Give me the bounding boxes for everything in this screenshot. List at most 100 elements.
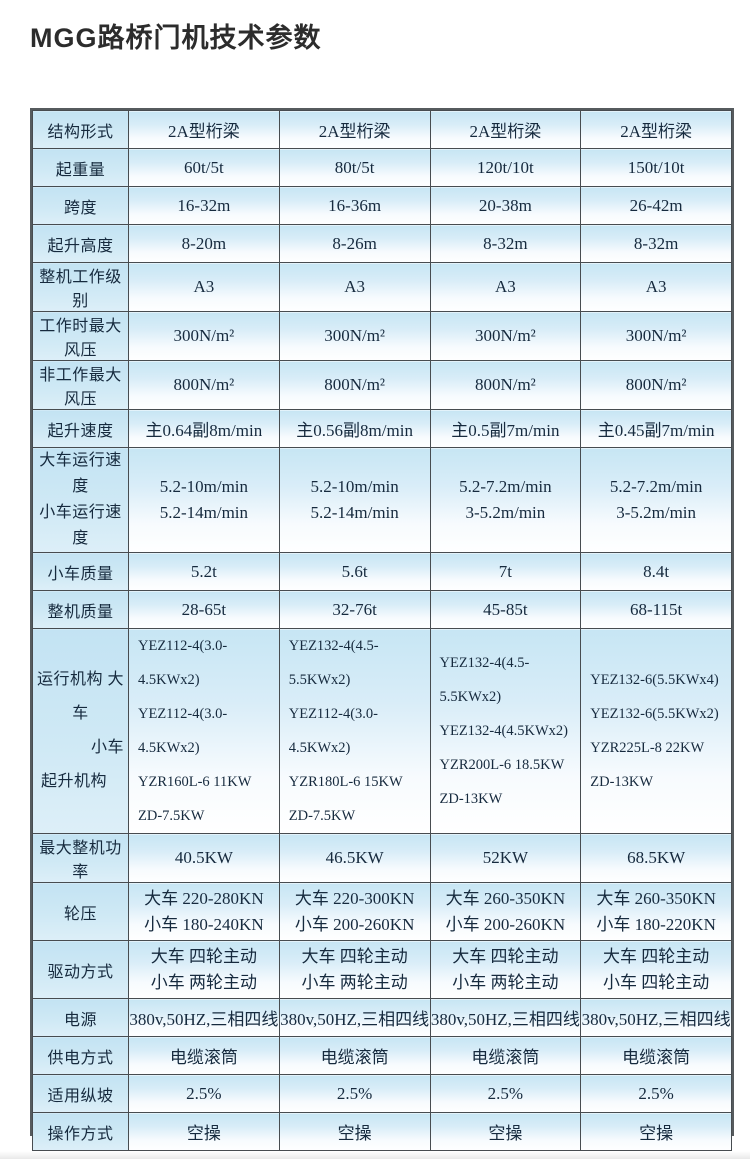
row-label: 适用纵坡 [32,1074,129,1113]
row-value: YEZ132-6(5.5KWx4) YEZ132-6(5.5KWx2) YZR225… [580,628,732,834]
spec-table-container: 结构形式 2A型桁梁 2A型桁梁 2A型桁梁 2A型桁梁 起重量 60t/5t 80t/5t 1… [30,108,734,1159]
table-row: 非工作最大风压 800N/m² 800N/m² 800N/m² 800N/m² [32,360,732,410]
row-value: 16-32m [128,186,280,225]
row-value: 大车 220-300KN 小车 200-260KN [278,882,431,941]
table-row: 驱动方式 大车 四轮主动 小车 两轮主动 大车 四轮主动 小车 两轮主动 大车 四轮主动小… [32,940,732,999]
row-label: 小车质量 [32,552,129,591]
row-value: 空操 [429,1112,582,1151]
row-value: 8-26m [278,224,431,263]
row-value: 空操 [128,1112,280,1151]
table-row: 起升速度 主0.64副8m/min 主0.56副8m/min 主0.5副7m/min 主… [32,409,732,448]
row-value: 5.2-7.2m/min 3-5.2m/min [580,447,732,553]
row-value: 大车 260-350KN 小车 200-260KN [429,882,582,941]
row-value: 800N/m² [278,360,431,410]
table-row: 大车运行速度 小车运行速度 5.2-10m/min 5.2-14m/min 5.2-10… [32,447,732,553]
table-row: 最大整机功率 40.5KW 46.5KW 52KW 68.5KW [32,833,732,883]
row-value: 45-85t [429,590,582,629]
table-row: 操作方式 空操 空操 空操 空操 [32,1112,732,1151]
scan-edge [0,1151,750,1159]
row-value: 主0.64副8m/min [128,409,280,448]
row-value: 20-38m [429,186,582,225]
row-value: 大车 四轮主动 小车 两轮主动 [128,940,280,999]
row-value: 5.2-7.2m/min 3-5.2m/min [429,447,582,553]
row-value: 5.2-10m/min 5.2-14m/min [278,447,431,553]
row-label: 大车运行速度 小车运行速度 [32,447,129,553]
row-value: 5.6t [278,552,431,591]
row-value: 300N/m² [128,311,280,361]
row-value: 800N/m² [128,360,280,410]
row-value: YEZ132-4(4.5-5.5KWx2) YEZ132-4(4.5KWx2) YZ… [429,628,582,834]
row-label: 最大整机功率 [32,833,129,883]
table-row: 轮压 大车 220-280KN 小车 180-240KN 大车 220-300KN 小车… [32,882,732,941]
row-value: 主0.56副8m/min [278,409,431,448]
row-value: 8-20m [128,224,280,263]
spec-table: 结构形式 2A型桁梁 2A型桁梁 2A型桁梁 2A型桁梁 起重量 60t/5t 80t/5t 1… [32,110,732,1159]
row-value: 空操 [278,1112,431,1151]
row-value: 68-115t [580,590,732,629]
row-value: A3 [278,262,431,312]
row-value: 5.2t [128,552,280,591]
row-value: 大车 四轮主动 小车 两轮主动 [278,940,431,999]
row-value: 8.4t [580,552,732,591]
row-value: 2A型桁梁 [429,110,582,149]
row-label: 供电方式 [32,1036,129,1075]
row-value: 大车 220-280KN 小车 180-240KN [128,882,280,941]
table-row: 电源 380v,50HZ,三相四线 380v,50HZ,三相四线 380v,50HZ,… [32,998,732,1037]
row-value: 28-65t [128,590,280,629]
spec-table-body: 结构形式 2A型桁梁 2A型桁梁 2A型桁梁 2A型桁梁 起重量 60t/5t 80t/5t 1… [32,110,732,1159]
row-value: 2.5% [128,1074,280,1113]
row-label: 工作时最大风压 [32,311,129,361]
row-value: 8-32m [429,224,582,263]
row-label: 驱动方式 [32,940,129,999]
row-label: 起升速度 [32,409,129,448]
row-label: 运行机构 大车 小车 起升机构 [32,628,129,834]
row-value: 2.5% [429,1074,582,1113]
row-value: 300N/m² [580,311,732,361]
row-value: 60t/5t [128,148,280,187]
row-value: 300N/m² [278,311,431,361]
row-value: 68.5KW [580,833,732,883]
row-label: 整机工作级别 [32,262,129,312]
table-row: 整机工作级别 A3 A3 A3 A3 [32,262,732,312]
row-value: YEZ112-4(3.0-4.5KWx2) YEZ112-4(3.0-4.5KWx… [128,628,280,834]
row-label: 起升高度 [32,224,129,263]
page-title: MGG路桥门机技术参数 [30,23,322,53]
row-value: 2A型桁梁 [580,110,732,149]
row-value: 380v,50HZ,三相四线 [128,998,280,1037]
row-label: 轮压 [32,882,129,941]
row-value: 主0.5副7m/min [429,409,582,448]
row-value: 46.5KW [278,833,431,883]
table-row: 结构形式 2A型桁梁 2A型桁梁 2A型桁梁 2A型桁梁 [32,110,732,149]
row-value: 5.2-10m/min 5.2-14m/min [128,447,280,553]
row-value: 电缆滚筒 [580,1036,732,1075]
row-value: 2.5% [580,1074,732,1113]
row-value: 大车 260-350KN 小车 180-220KN [580,882,732,941]
table-row: 小车质量 5.2t 5.6t 7t 8.4t [32,552,732,591]
row-value: 80t/5t [278,148,431,187]
table-row: 适用纵坡 2.5% 2.5% 2.5% 2.5% [32,1074,732,1113]
row-value: 380v,50HZ,三相四线 [580,998,732,1037]
row-value: 300N/m² [429,311,582,361]
row-label: 跨度 [32,186,129,225]
row-label: 操作方式 [32,1112,129,1151]
row-value: 26-42m [580,186,732,225]
table-row: 运行机构 大车 小车 起升机构 YEZ112-4(3.0-4.5KWx2) YEZ112… [32,628,732,834]
row-value: 电缆滚筒 [128,1036,280,1075]
row-value: 52KW [429,833,582,883]
row-value: 2A型桁梁 [278,110,431,149]
row-value: 380v,50HZ,三相四线 [278,998,431,1037]
row-value: 主0.45副7m/min [580,409,732,448]
row-value: 16-36m [278,186,431,225]
row-value: 电缆滚筒 [429,1036,582,1075]
row-label: 起重量 [32,148,129,187]
row-value: A3 [429,262,582,312]
row-value: A3 [128,262,280,312]
table-row: 起升高度 8-20m 8-26m 8-32m 8-32m [32,224,732,263]
row-label: 电源 [32,998,129,1037]
row-label: 非工作最大风压 [32,360,129,410]
row-value: 电缆滚筒 [278,1036,431,1075]
row-value: 40.5KW [128,833,280,883]
row-value: 800N/m² [429,360,582,410]
row-value: A3 [580,262,732,312]
